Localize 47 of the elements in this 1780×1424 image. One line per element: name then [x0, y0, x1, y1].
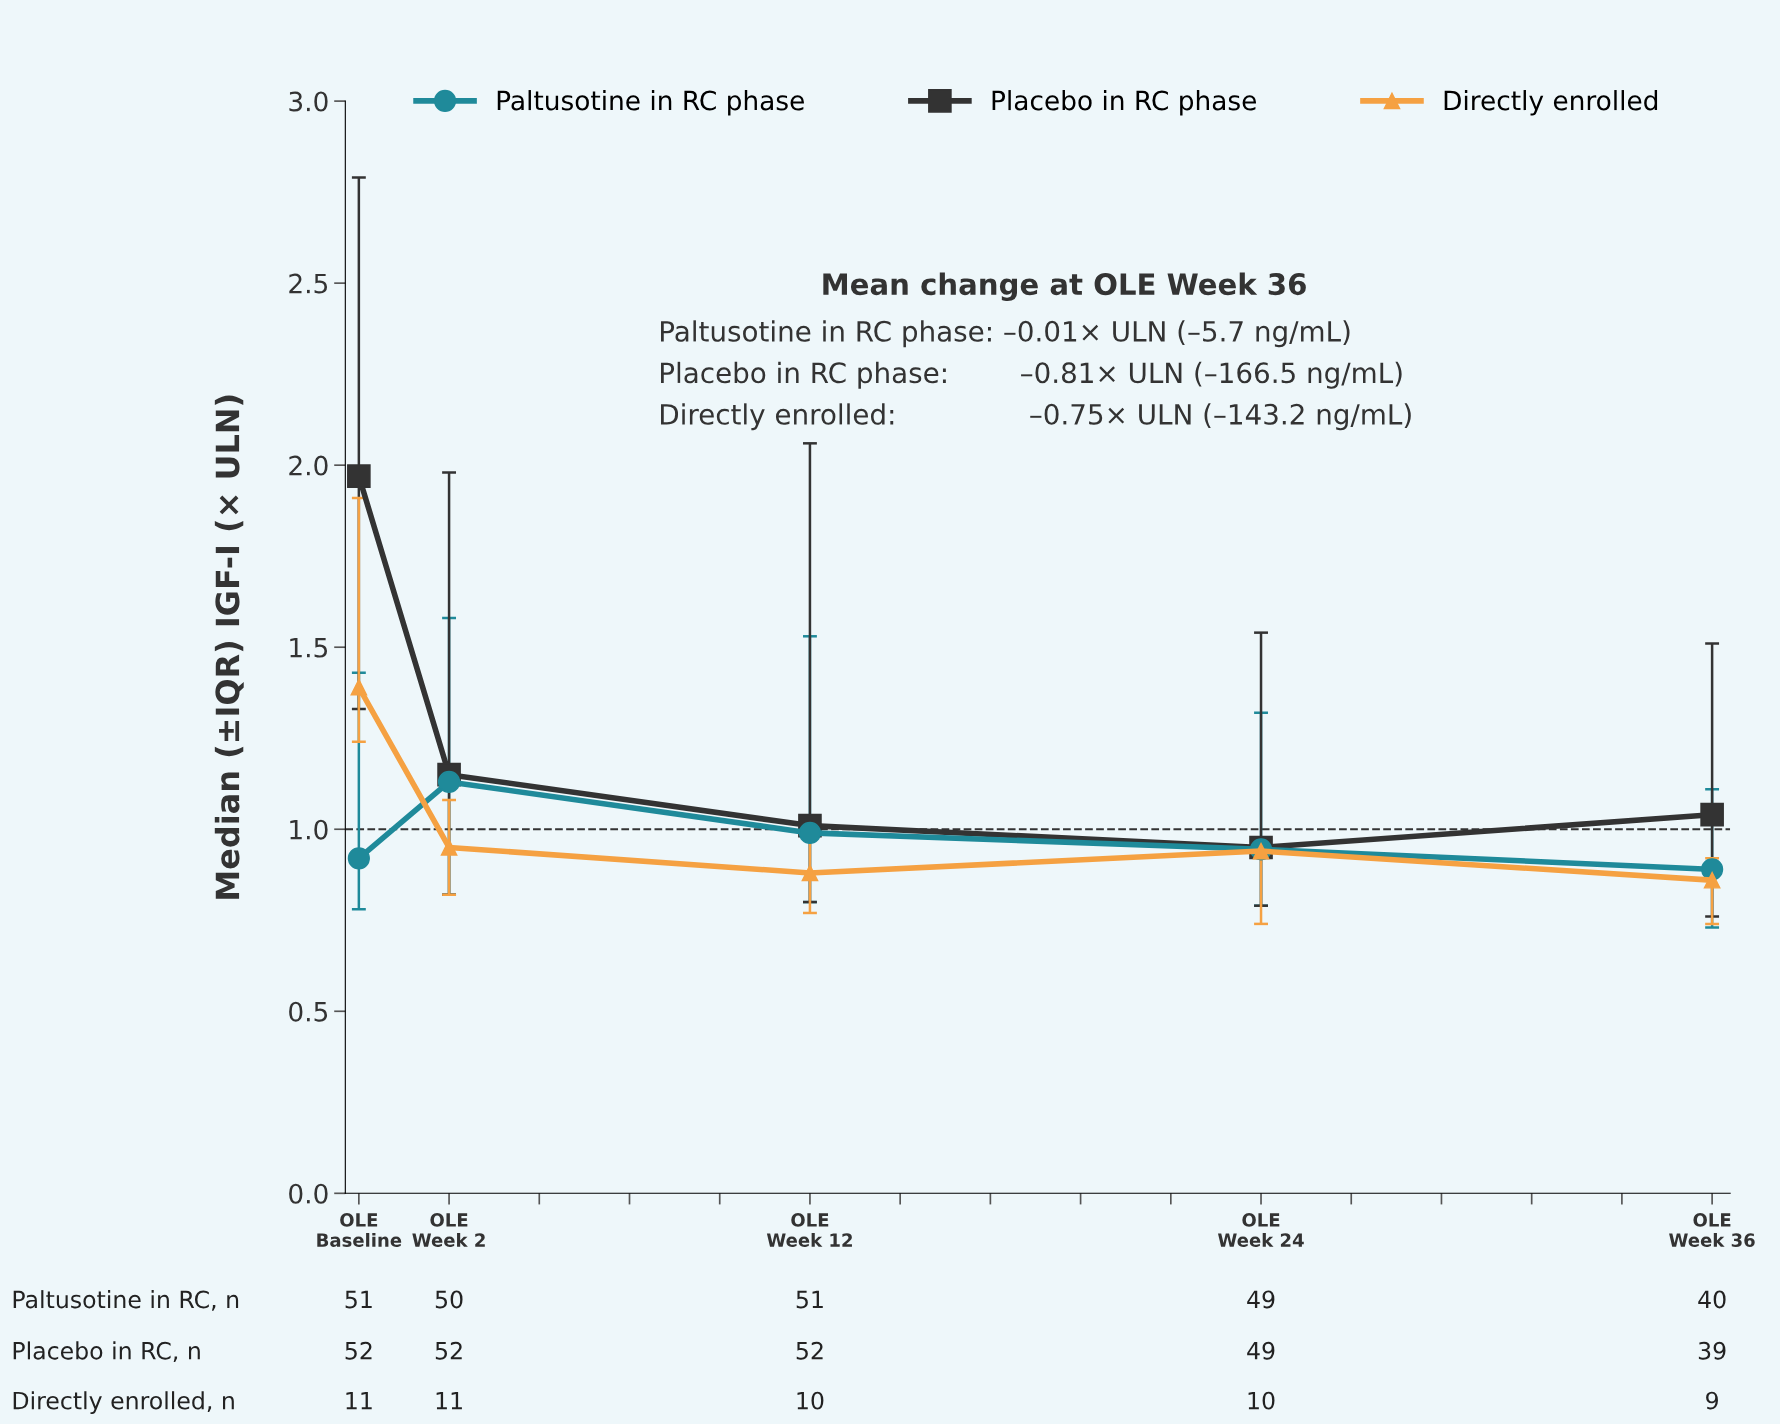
x-tick-label: OLE Baseline	[317, 1213, 402, 1247]
text: Directly enrolled, n	[13, 1391, 234, 1415]
annotation: Directly enrolled: –0.75× ULN (–143.2 ng/mL)	[661, 403, 1411, 431]
x-tick-label: OLE Week 12	[766, 1213, 852, 1247]
legend-label: Paltusotine in RC phase	[497, 90, 804, 116]
y-tick-label: 0.0	[289, 1183, 328, 1204]
text: 51	[796, 1290, 823, 1309]
point	[350, 678, 368, 696]
x-tick-label: OLE Week 24	[1217, 1213, 1304, 1247]
legend-label: Placebo in RC phase	[992, 90, 1256, 116]
point	[437, 770, 461, 794]
x-tick-label: OLE Week 36	[1669, 1213, 1755, 1247]
text: 49	[1247, 1290, 1275, 1309]
y-tick-label: 0.5	[289, 1001, 328, 1022]
text: 39	[1698, 1341, 1726, 1360]
y-tick-label: 2.5	[289, 273, 328, 294]
point	[347, 847, 370, 870]
x-tick-label: OLE Week 2	[412, 1213, 485, 1247]
text: Paltusotine in RC, n	[13, 1290, 239, 1311]
y-tick-label: 1.0	[290, 819, 328, 840]
text: 11	[436, 1391, 462, 1410]
point	[801, 864, 819, 882]
y-tick-label: 2.0	[289, 455, 328, 476]
point	[1703, 871, 1721, 889]
text: 52	[345, 1341, 372, 1360]
y-tick-label: 3.0	[289, 91, 328, 112]
y-axis-title: Median (±IQR) IGF-I (× ULN)	[214, 395, 244, 899]
annotation: Placebo in RC phase: –0.81× ULN (–166.5 ng/mL)	[661, 361, 1402, 389]
text: Placebo in RC, n	[13, 1341, 200, 1363]
point	[440, 839, 458, 856]
text: 52	[796, 1341, 823, 1360]
point	[798, 821, 822, 844]
text: 10	[797, 1391, 824, 1410]
text: 9	[1706, 1391, 1718, 1410]
text: 49	[1247, 1341, 1275, 1360]
legend-label: Directly enrolled	[1444, 90, 1658, 116]
annotation: Mean change at OLE Week 36	[823, 272, 1306, 302]
point	[347, 464, 371, 488]
y-tick-label: 1.5	[290, 637, 328, 658]
annotation: Paltusotine in RC phase: –0.01× ULN (–5.7 ng/mL)	[661, 320, 1350, 348]
text: 52	[435, 1341, 462, 1360]
text: 40	[1698, 1290, 1726, 1309]
text: 50	[435, 1290, 463, 1309]
point	[1700, 802, 1724, 827]
text: 11	[346, 1391, 372, 1410]
text: 51	[345, 1290, 372, 1309]
text: 10	[1248, 1391, 1275, 1410]
